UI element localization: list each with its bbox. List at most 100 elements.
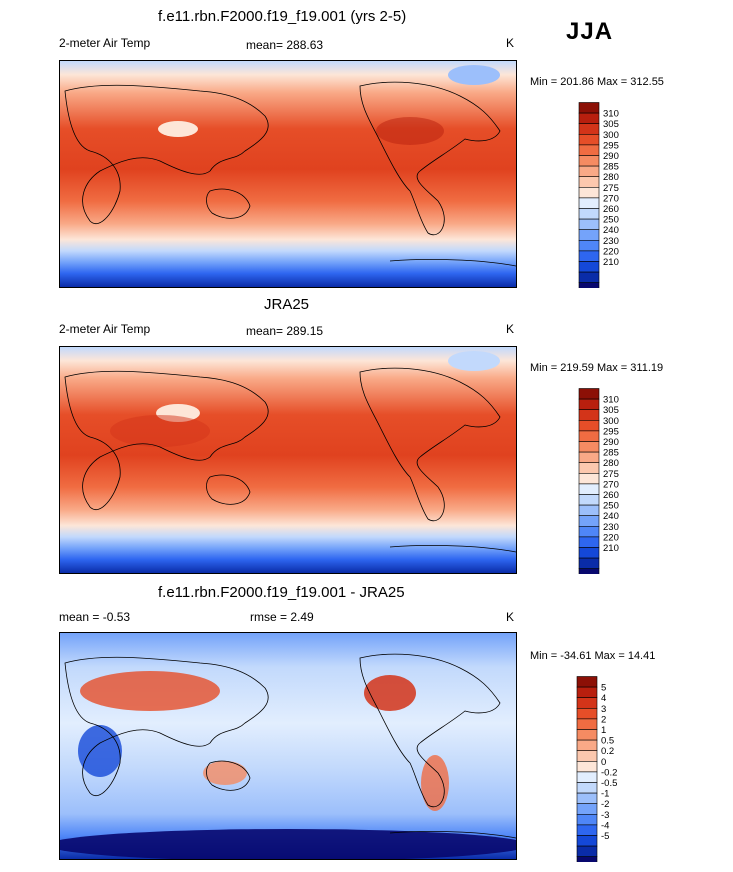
panel1-colorbar-box (578, 176, 600, 188)
panel1-colorbar-box (578, 282, 600, 294)
panel2-colorbar-box (578, 409, 600, 421)
panel2-colorbar-box (578, 451, 600, 463)
panel1-colorbar-box (578, 240, 600, 252)
panel3-colorbar-box (576, 676, 598, 688)
panel1-map (59, 60, 517, 288)
panel2-mean-label: mean= 289.15 (246, 324, 324, 338)
panel3-rmse-label: rmse = 2.49 (250, 610, 314, 624)
panel1-colorbar-tick-label: 280 (603, 172, 619, 183)
panel2-colorbar-box (578, 473, 600, 485)
panel1-title: f.e11.rbn.F2000.f19_f19.001 (yrs 2-5) (158, 8, 407, 25)
panel2-colorbar-box (578, 398, 600, 411)
panel1-colorbar-tick-label: 305 (603, 119, 619, 130)
panel2-units-label: K (506, 322, 515, 336)
panel3-colorbar-box (576, 761, 598, 773)
panel3-minmax-label: Min = -34.61 Max = 14.41 (530, 650, 656, 662)
panel1-colorbar-box (578, 144, 600, 156)
panel3-colorbar-tick-label: -2 (601, 799, 609, 810)
panel3-colorbar-tick-label: 3 (601, 704, 606, 715)
panel1-colorbar-tick-label: 230 (603, 236, 619, 247)
panel3-colorbar-box (576, 686, 598, 699)
panel2-colorbar: 310 305 300 295 290 285 280 275 270 260 250 240 230 2… (578, 388, 658, 580)
panel1-coastlines (64, 81, 516, 267)
panel3-colorbar-tick-label: -4 (601, 820, 609, 831)
panel2-colorbar-tick-label: 300 (603, 416, 619, 427)
panel3-colorbar-tick-label: -1 (601, 789, 609, 800)
panel3-colorbar: 5 4 3 2 1 0.5 0.2 0 -0.2 -0.5 -1 -2 -3 -4 -5 (576, 676, 656, 868)
panel1-colorbar-tick-label: 250 (603, 215, 619, 226)
panel2-map (59, 346, 517, 574)
panel1-mean-label: mean= 288.63 (246, 38, 324, 52)
panel2-coastlines (64, 367, 516, 553)
panel2-colorbar-tick-label: 250 (603, 501, 619, 512)
panel2-colorbar-tick-label: 270 (603, 479, 619, 490)
panel3-colorbar-tick-label: 0.2 (601, 746, 614, 757)
panel3-units-label: K (506, 610, 515, 624)
panel2-colorbar-tick-label: 295 (603, 426, 619, 437)
panel1-colorbar-tick-label: 220 (603, 246, 619, 257)
panel3-colorbar-box (576, 835, 598, 847)
panel3-colorbar-box (576, 729, 598, 741)
panel3-colorbar-tick-label: 1 (601, 725, 606, 736)
panel2-colorbar-tick-label: 310 (603, 395, 619, 406)
panel2-minmax-label: Min = 219.59 Max = 311.19 (530, 362, 664, 374)
panel3-colorbar-box (576, 718, 598, 730)
panel3-colorbar-tick-label: -0.5 (601, 778, 617, 789)
panel3-mean-label: mean = -0.53 (59, 610, 131, 624)
panel3-colorbar-tick-label: -5 (601, 831, 609, 842)
panel2-colorbar-box (578, 483, 600, 495)
panel1-colorbar-box (578, 187, 600, 199)
panel3-coastlines (64, 653, 516, 839)
panel3-colorbar-tick-label: 0.5 (601, 736, 614, 747)
panel2-colorbar-box (578, 462, 600, 474)
season-label: JJA (566, 18, 614, 45)
panel2-colorbar-box (578, 536, 600, 548)
panel3-colorbar-box (576, 782, 598, 794)
panel1-variable-label: 2-meter Air Temp (59, 36, 151, 50)
panel3-colorbar-box (576, 771, 598, 783)
panel3-colorbar-tick-label: 4 (601, 693, 606, 704)
panel1-colorbar-box (578, 133, 600, 146)
panel3-colorbar-box (576, 824, 598, 836)
panel1-colorbar-svg: 3103053002952902852802752702602502402302… (578, 102, 619, 294)
panel2-colorbar-tick-label: 240 (603, 511, 619, 522)
panel1-colorbar: 310 305 300 295 290 285 280 275 270 260 250 240 230 2… (578, 102, 658, 294)
panel2-warm-core (110, 415, 210, 447)
panel2-colorbar-tick-label: 220 (603, 532, 619, 543)
panel3-colorbar-box (576, 697, 598, 709)
panel1-field (60, 61, 516, 287)
panel1-colorbar-tick-label: 295 (603, 140, 619, 151)
panel1-colorbar-box (578, 112, 600, 125)
panel3-samerica-warm-bias (421, 755, 449, 811)
panel1-colorbar-box (578, 208, 600, 220)
panel3-colorbar-tick-label: 5 (601, 683, 606, 694)
panel1-colorbar-tick-label: 260 (603, 204, 619, 215)
panel1-colorbar-box (578, 250, 600, 262)
panel3-africa-cold-bias (78, 725, 122, 777)
panel2-colorbar-tick-label: 260 (603, 490, 619, 501)
panel3-colorbar-box (576, 856, 598, 868)
panel3-australia-warm-bias (203, 761, 247, 785)
panel1-colorbar-tick-label: 310 (603, 109, 619, 120)
panel2-colorbar-svg: 3103053002952902852802752702602502402302… (578, 388, 619, 580)
panel1-colorbar-box (578, 155, 600, 167)
panel1-colorbar-box (578, 271, 600, 284)
panel1-colorbar-box (578, 197, 600, 209)
panel1-units-label: K (506, 36, 515, 50)
panel2-colorbar-tick-label: 210 (603, 543, 619, 554)
panel3-colorbar-box (576, 814, 598, 826)
panel1-colorbar-tick-label: 210 (603, 257, 619, 268)
panel1-colorbar-tick-label: 300 (603, 130, 619, 141)
panel2-field (60, 347, 516, 573)
panel1-colorbar-tick-label: 270 (603, 193, 619, 204)
panel1-colorbar-box (578, 218, 600, 230)
panel1-colorbar-box (578, 123, 600, 135)
panel3-colorbar-box (576, 739, 598, 751)
panel2-colorbar-tick-label: 290 (603, 437, 619, 448)
panel3-antarctic-cold-bias (60, 829, 516, 859)
panel3-colorbar-tick-label: -0.2 (601, 767, 617, 778)
panel2-title: JRA25 (264, 296, 310, 313)
panel3-colorbar-tick-label: 0 (601, 757, 606, 768)
panel1-colorbar-box (578, 229, 600, 241)
panel1-colorbar-tick-label: 275 (603, 183, 619, 194)
